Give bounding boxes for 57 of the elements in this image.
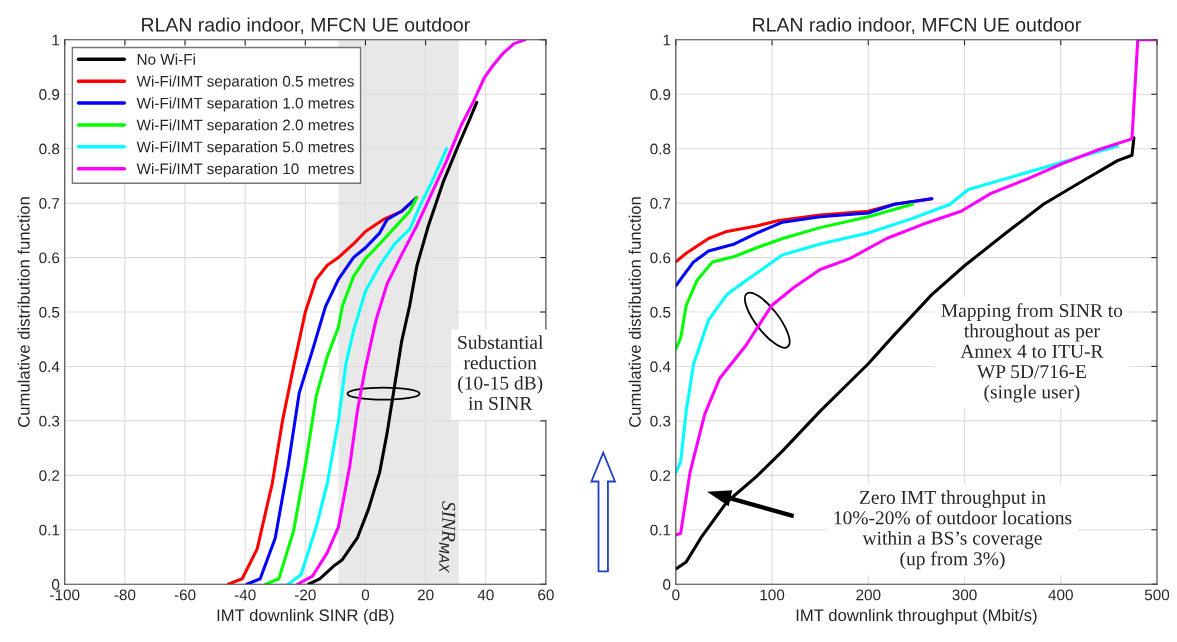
y-tick-label: 0.9	[39, 89, 60, 100]
y-tick-label: 0.6	[650, 252, 671, 264]
y-tick-label: 0.8	[39, 143, 60, 155]
legend-label: Wi-Fi/IMT separation 1.0 metres	[136, 97, 354, 112]
y-tick-label: 0	[663, 579, 671, 590]
y-tick-label: 0.5	[39, 306, 60, 318]
y-tick-label: 0.9	[650, 89, 671, 100]
x-axis-title: IMT downlink SINR (dB)	[217, 608, 394, 625]
line-series	[675, 136, 1136, 571]
y-axis-title: Cumulative distribution function	[628, 197, 641, 427]
y-tick-label: 0.4	[39, 361, 60, 373]
y-tick-label: 0.5	[650, 306, 671, 318]
annotation: Zero IMT throughput in 10%-20% of outdoor locations within a BS’s coverage (up from 3%)	[834, 490, 1072, 570]
y-tick-label: 0	[51, 579, 60, 590]
y-tick-label: 0.2	[39, 470, 60, 482]
x-tick-label: -100	[50, 589, 80, 601]
x-tick-label: 500	[1144, 589, 1170, 601]
x-tick-label: 200	[856, 589, 881, 601]
legend-label: Wi-Fi/IMT separation 0.5 metres	[136, 75, 354, 90]
x-tick-label: 400	[1048, 589, 1073, 601]
legend-label: Wi-Fi/IMT separation 10 metres	[136, 162, 354, 178]
annotation: Substantial reduction (10-15 dB) in SINR	[458, 335, 544, 410]
y-tick-label: 0.2	[650, 470, 671, 482]
y-tick-label: 0.8	[650, 143, 671, 155]
x-tick-label: 60	[538, 589, 554, 601]
annotation: Mapping from SINR to throughout as per Annex 4 to ITU-R WP 5D/716-E (single user)	[941, 303, 1123, 403]
legend-label: No Wi-Fi	[137, 53, 195, 65]
x-axis-title: IMT downlink throughput (Mbit/s)	[796, 608, 1037, 625]
x-tick-label: -60	[174, 589, 196, 601]
y-axis-title: Cumulative distribution function	[17, 197, 30, 427]
y-tick-label: 0.3	[650, 415, 671, 427]
y-tick-label: 0.1	[39, 524, 60, 536]
legend-label: Wi-Fi/IMT separation 5.0 metres	[136, 141, 354, 156]
legend-label: Wi-Fi/IMT separation 2.0 metres	[136, 119, 354, 134]
y-tick-label: 0.7	[650, 198, 671, 209]
x-tick-label: -40	[234, 589, 256, 601]
x-tick-label: 0	[672, 589, 680, 601]
x-tick-label: -80	[114, 589, 136, 601]
y-tick-label: 1	[52, 34, 60, 46]
line-series	[675, 144, 1120, 475]
x-tick-label: 0	[361, 589, 370, 601]
x-tick-label: 100	[760, 589, 785, 601]
y-tick-label: 0.3	[39, 415, 60, 427]
line-series	[675, 197, 934, 288]
y-tick-label: 0.4	[650, 361, 671, 373]
y-tick-label: 0.6	[39, 252, 60, 264]
x-tick-label: 300	[952, 589, 977, 601]
x-tick-label: -20	[294, 589, 316, 601]
y-tick-label: 0.1	[650, 524, 671, 536]
band-label: SINR$_{MAX}$	[439, 501, 456, 573]
chart-title: RLAN radio indoor, MFCN UE outdoor	[142, 17, 470, 34]
x-tick-label: 20	[417, 589, 434, 601]
chart-title: RLAN radio indoor, MFCN UE outdoor	[753, 17, 1081, 34]
x-tick-label: 40	[477, 589, 494, 601]
y-tick-label: 0.7	[39, 198, 60, 209]
y-tick-label: 1	[663, 34, 671, 46]
line-series	[675, 202, 915, 351]
